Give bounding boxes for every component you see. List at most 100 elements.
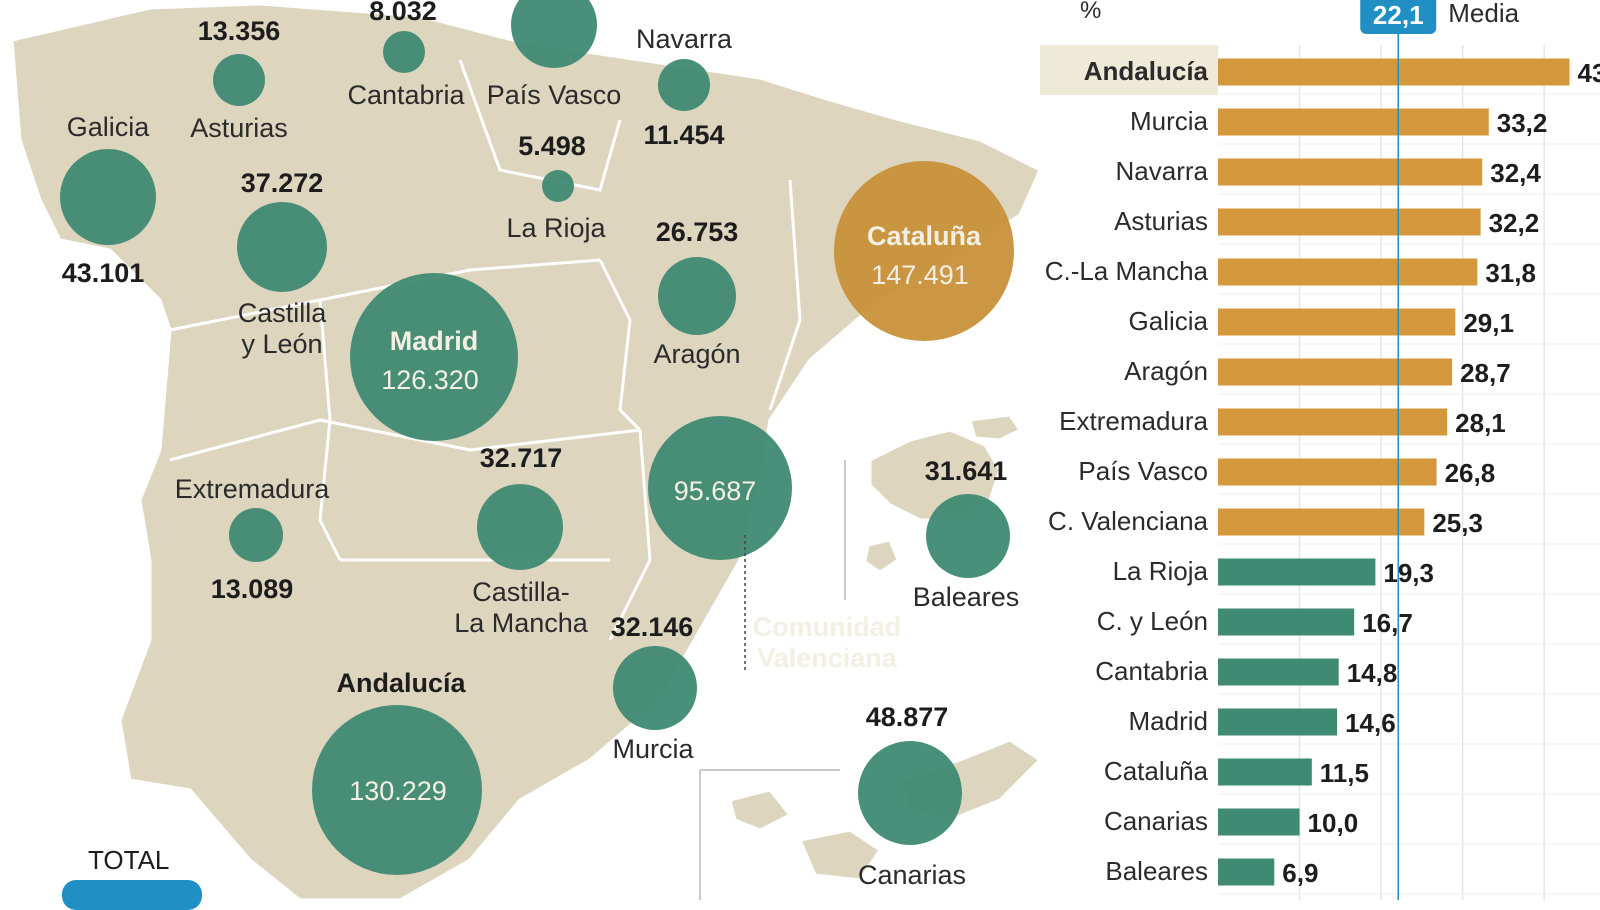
bubble-murcia <box>613 646 697 730</box>
region-value-castilla-y-leon: 37.272 <box>240 168 324 198</box>
land-balearic-ibiza <box>863 538 900 574</box>
region-label-canarias: Canarias <box>857 860 967 890</box>
category-label-asturias: Asturias <box>1114 206 1208 236</box>
region-label-baleares: Baleares <box>912 582 1020 612</box>
region-border <box>608 429 652 641</box>
region-label-comunidad-valenciana: Comunidad Valenciana <box>752 612 902 673</box>
region-label-aragon: Aragón <box>653 339 741 369</box>
region-value-cataluna: 147.491 <box>871 260 969 290</box>
region-border <box>598 259 642 432</box>
bubble-madrid <box>350 273 518 441</box>
bubble-extremadura <box>229 508 283 562</box>
bar-canarias <box>1218 808 1300 836</box>
value-label-aragon: 28,7 <box>1460 358 1511 388</box>
value-label-canarias: 10,0 <box>1308 808 1359 838</box>
value-label-c-y-leon: 16,7 <box>1362 608 1413 638</box>
bubble-castilla-la-mancha <box>477 484 563 570</box>
bubble-asturias <box>213 54 265 106</box>
region-value-castilla-la-mancha: 32.717 <box>479 443 563 473</box>
region-value-extremadura: 13.089 <box>210 574 294 604</box>
value-label-murcia: 33,2 <box>1497 108 1548 138</box>
category-label-baleares: Baleares <box>1105 856 1208 886</box>
category-label-navarra: Navarra <box>1116 156 1209 186</box>
category-label-pais-vasco: País Vasco <box>1078 456 1208 486</box>
value-label-madrid: 14,6 <box>1345 708 1396 738</box>
land-balearic-menorca <box>968 413 1023 442</box>
region-value-cantabria: 8.032 <box>369 0 437 26</box>
region-label-cantabria: Cantabria <box>347 80 465 110</box>
value-label-pais-vasco: 26,8 <box>1445 458 1496 488</box>
land-canary-islands-2 <box>797 828 883 882</box>
value-label-la-rioja: 19,3 <box>1383 558 1434 588</box>
bar-madrid <box>1218 708 1338 736</box>
highlight-row-andalucia <box>1040 45 1218 95</box>
value-label-navarra: 32,4 <box>1490 158 1541 188</box>
bar-baleares <box>1218 858 1275 886</box>
bar-asturias <box>1218 208 1481 236</box>
bubble-galicia <box>60 149 156 245</box>
category-label-c-valenciana: C. Valenciana <box>1048 506 1208 536</box>
category-label-andalucia: Andalucía <box>1084 56 1209 86</box>
region-label-pais-vasco: País Vasco <box>486 80 622 110</box>
region-label-navarra: Navarra <box>635 24 733 54</box>
value-label-cataluna: 11,5 <box>1320 758 1369 788</box>
bar-c-valenciana <box>1218 508 1425 536</box>
value-label-andalucia: 43,1 <box>1578 58 1600 88</box>
bar-extremadura <box>1218 408 1448 436</box>
region-label-la-rioja: La Rioja <box>506 213 606 243</box>
region-label-madrid: Madrid <box>389 326 479 356</box>
region-label-castilla-la-mancha: Castilla- La Mancha <box>454 577 588 638</box>
category-label-galicia: Galicia <box>1129 306 1209 336</box>
region-value-asturias: 13.356 <box>197 16 281 46</box>
unit-label: % <box>1080 0 1101 24</box>
bar-cataluna <box>1218 758 1312 786</box>
bar-c-y-leon <box>1218 608 1355 636</box>
media-label: Media <box>1448 0 1519 28</box>
value-label-baleares: 6,9 <box>1282 858 1318 888</box>
value-label-c-la-mancha: 31,8 <box>1485 258 1536 288</box>
media-value-text: 22,1 <box>1373 0 1424 30</box>
region-border <box>169 418 641 462</box>
bubble-andalucia <box>312 705 482 875</box>
bubble-aragon <box>658 257 736 335</box>
region-label-andalucia: Andalucía <box>336 668 466 698</box>
region-label-murcia: Murcia <box>612 734 694 764</box>
total-label: TOTAL <box>88 845 170 875</box>
bar-aragon <box>1218 358 1453 386</box>
region-value-murcia: 32.146 <box>610 612 694 642</box>
bar-navarra <box>1218 158 1483 186</box>
region-value-madrid: 126.320 <box>381 365 479 395</box>
media-value-badge <box>1360 0 1437 34</box>
category-label-c-y-leon: C. y León <box>1097 606 1208 636</box>
region-value-la-rioja: 5.498 <box>518 131 586 161</box>
bar-la-rioja <box>1218 558 1376 586</box>
bubble-cataluna <box>834 161 1014 341</box>
region-border <box>318 299 342 561</box>
bar-chart-svg: % Andalucía 43,1 Murcia 33,2 Navarra 32,4 Astur… <box>1040 0 1600 900</box>
value-label-cantabria: 14,8 <box>1347 658 1398 688</box>
category-label-extremadura: Extremadura <box>1059 406 1208 436</box>
bar-cantabria <box>1218 658 1339 686</box>
spain-map-panel: Galicia 43.101 Asturias 13.356 Cantabria 8.03… <box>12 0 1040 910</box>
bubble-comunidad-valenciana <box>648 416 792 560</box>
category-label-c-la-mancha: C.-La Mancha <box>1045 256 1209 286</box>
percentage-bar-chart: % Andalucía 43,1 Murcia 33,2 Navarra 32,4 Astur… <box>1040 0 1600 900</box>
spain-map <box>12 0 1040 900</box>
category-label-murcia: Murcia <box>1130 106 1209 136</box>
category-label-aragon: Aragón <box>1124 356 1208 386</box>
value-label-extremadura: 28,1 <box>1455 408 1506 438</box>
category-label-cantabria: Cantabria <box>1095 656 1208 686</box>
region-label-galicia: Galicia <box>66 112 150 142</box>
category-label-madrid: Madrid <box>1129 706 1208 736</box>
bubble-baleares <box>926 494 1010 578</box>
category-label-canarias: Canarias <box>1104 806 1208 836</box>
region-label-castilla-y-leon: Castilla y León <box>237 298 327 359</box>
bubble-canarias <box>858 741 962 845</box>
region-value-baleares: 31.641 <box>924 456 1008 486</box>
region-value-aragon: 26.753 <box>655 217 739 247</box>
bubble-la-rioja <box>542 170 574 202</box>
value-label-galicia: 29,1 <box>1463 308 1514 338</box>
bubble-navarra <box>658 59 710 111</box>
value-label-asturias: 32,2 <box>1489 208 1540 238</box>
category-label-la-rioja: La Rioja <box>1113 556 1209 586</box>
